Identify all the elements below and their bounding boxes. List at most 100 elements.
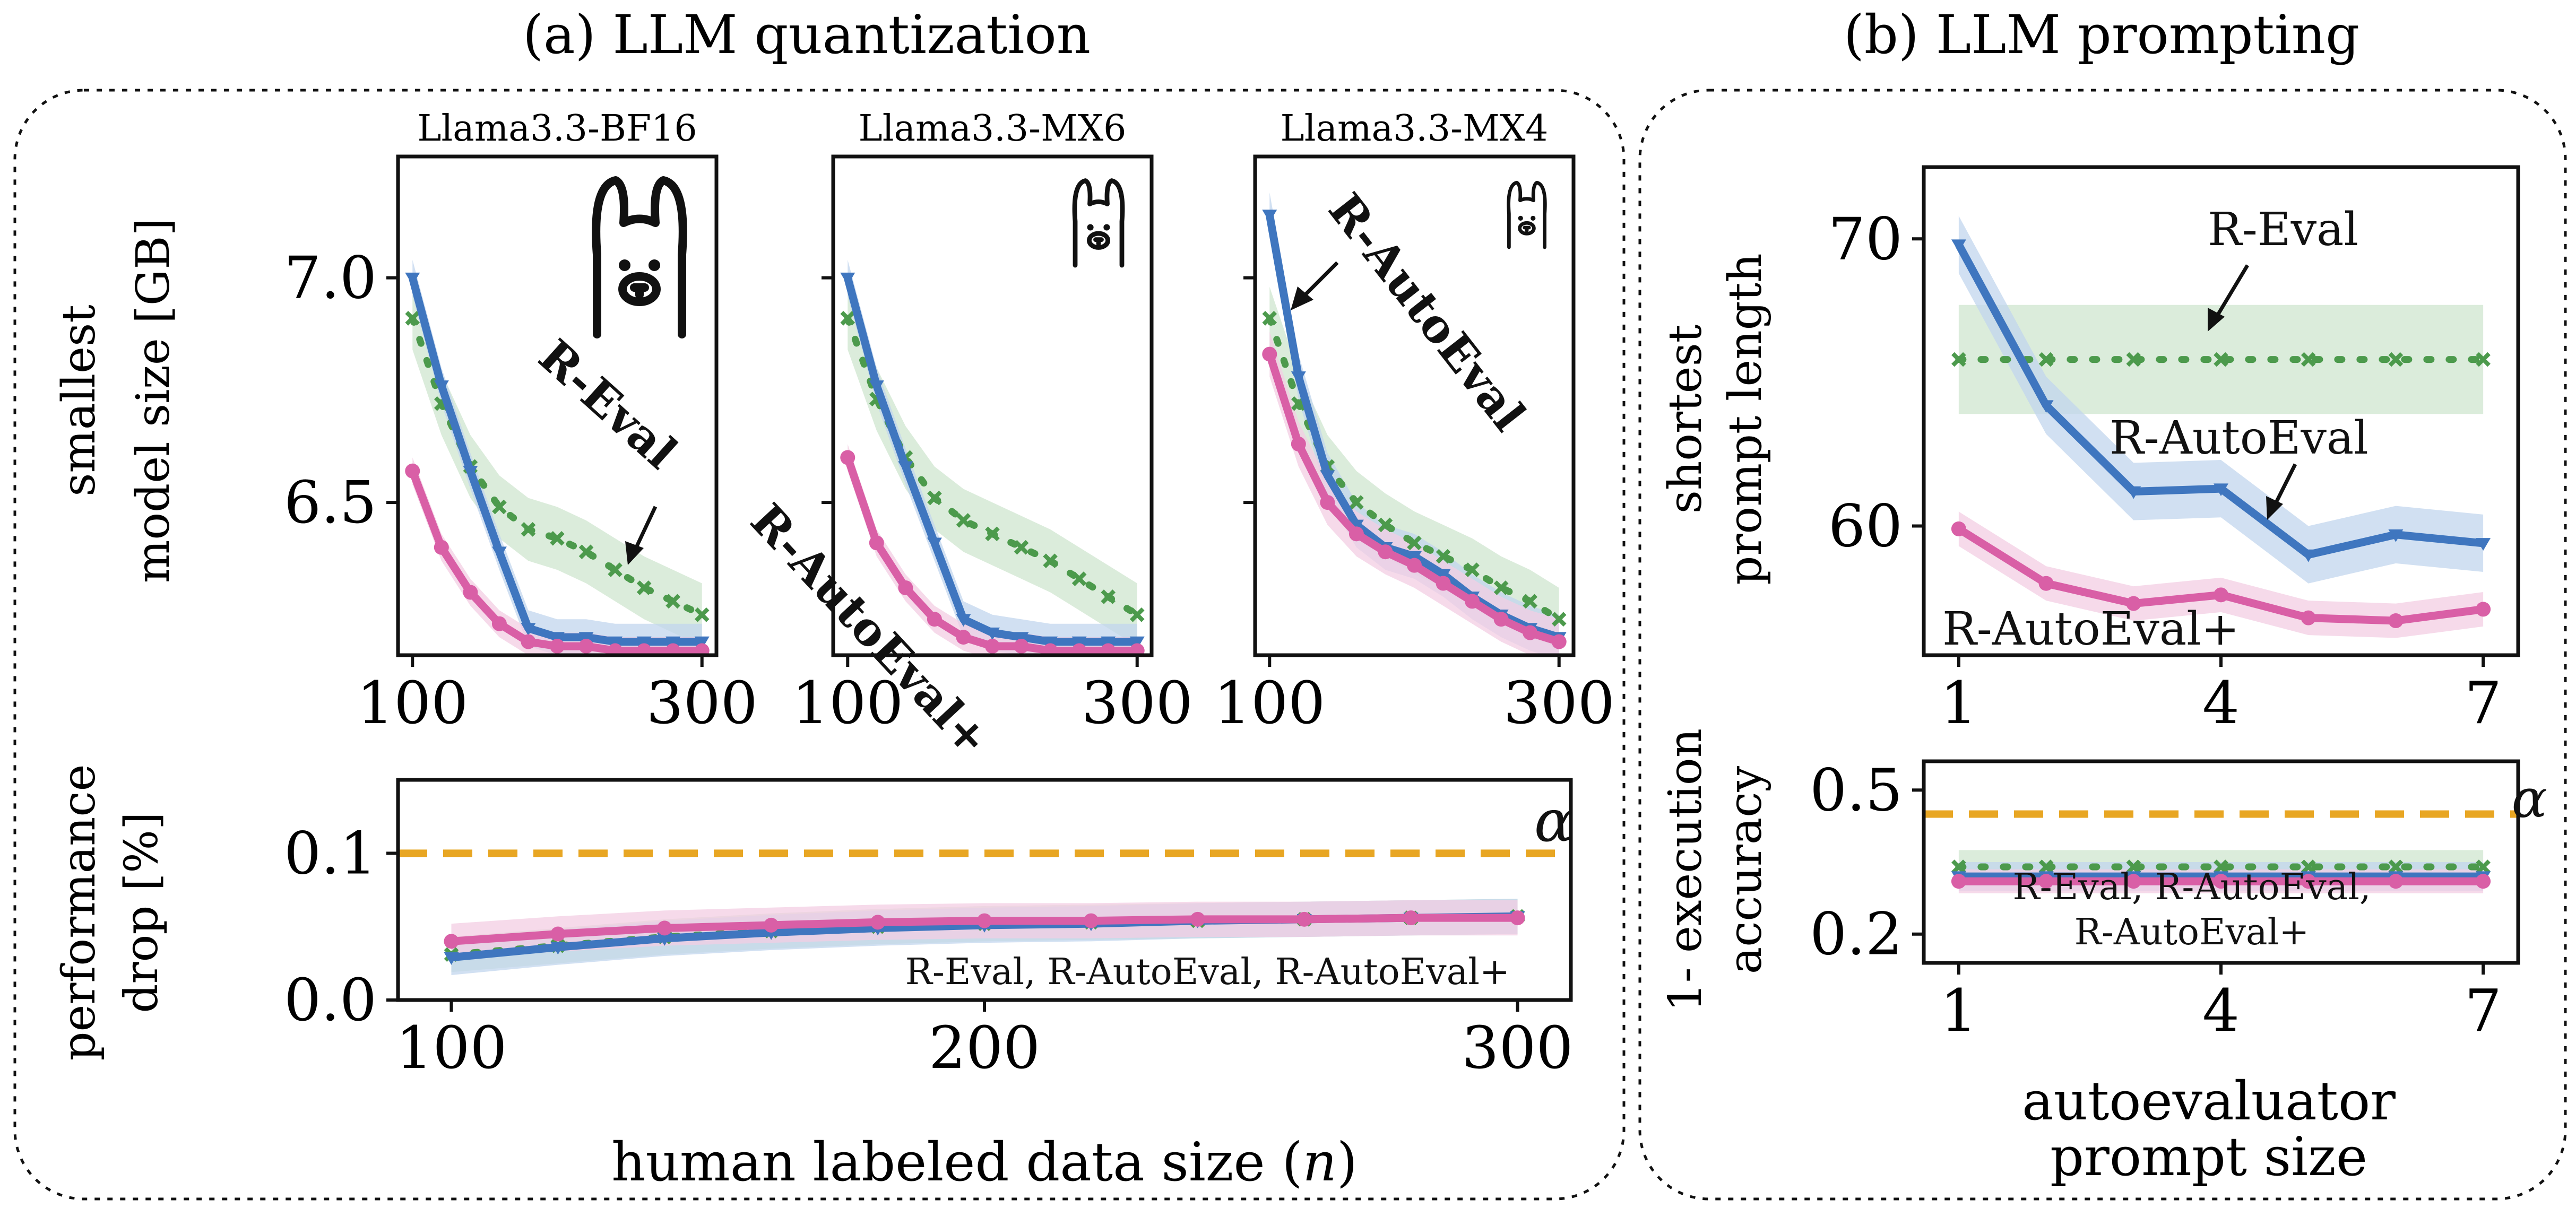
b-acc-point-r-autoevalplus-6 <box>2476 874 2491 889</box>
a-bf16-point-r-eval-9 <box>665 594 681 609</box>
a-bf16-point-r-autoevalplus-7 <box>608 643 623 655</box>
a-bottom-ylabel: performance drop [%] <box>53 764 168 1060</box>
a-mx6-point-r-autoeval-1 <box>869 380 884 393</box>
a-bf16-point-r-autoevalplus-8 <box>636 643 652 655</box>
a-bf16-point-r-autoevalplus-6 <box>578 639 594 654</box>
b-len-point-r-autoeval-5 <box>2388 529 2404 542</box>
a-bf16-point-r-autoeval-3 <box>491 546 507 560</box>
a-mx4-point-r-autoeval-3 <box>1348 519 1364 533</box>
a-mx6-point-r-autoevalplus-10 <box>1129 643 1145 655</box>
b-acc-point-r-autoevalplus-5 <box>2388 874 2404 889</box>
svg-text:prompt length: prompt length <box>1719 253 1772 585</box>
a-bf16-point-r-autoevalplus-2 <box>463 585 478 600</box>
b-acc-point-r-autoevalplus-2 <box>2126 874 2141 889</box>
a-mx4-point-r-autoevalplus-5 <box>1407 558 1422 573</box>
b-annotation-r-autoeval-arrow <box>2272 463 2297 508</box>
a-bf16-ytick-label-0: 6.5 <box>284 468 377 536</box>
b-xlabel: autoevaluator prompt size <box>2022 1070 2396 1188</box>
a-mx6-point-r-eval-5 <box>985 526 1000 542</box>
a-mx6-axes-frame <box>831 154 1154 657</box>
svg-text:shortest: shortest <box>1659 325 1712 514</box>
a-bf16-point-r-autoeval-5 <box>550 632 565 645</box>
a-bf16-band-r-autoeval <box>412 259 702 655</box>
svg-text:autoevaluator: autoevaluator <box>2022 1070 2396 1132</box>
a-bf16-axes-frame <box>396 154 719 657</box>
a-bf16-point-r-eval-3 <box>492 499 507 515</box>
b-annotation-r-autoeval: R-AutoEval <box>2110 412 2368 465</box>
a-mx4-point-r-eval-9 <box>1523 594 1538 609</box>
b-len-point-r-autoevalplus-5 <box>2388 613 2404 629</box>
b-top-ylabel: shortest prompt length <box>1659 253 1772 585</box>
b-bottom-ylabel: 1- execution accuracy <box>1659 728 1772 1012</box>
b-len-point-r-autoeval-4 <box>2301 549 2316 562</box>
a-mx6-point-r-autoeval-8 <box>1071 636 1087 649</box>
a-annotation-r-autoeval-arrowhead <box>1291 286 1313 310</box>
b-len-xtick-label-1: 4 <box>2202 669 2240 737</box>
a-mx4-point-r-autoevalplus-2 <box>1320 495 1335 510</box>
a-bf16-point-r-eval-10 <box>694 607 710 622</box>
a-annotation-r-eval-arrowhead <box>625 541 644 565</box>
a-bf16-point-r-eval-5 <box>550 531 565 546</box>
a-drop-xtick-label-0: 100 <box>395 1014 507 1082</box>
a-drop-point-r-autoeval-1 <box>550 942 566 955</box>
a-bf16-point-r-autoeval-7 <box>608 636 623 649</box>
b-len-point-r-autoeval-2 <box>2126 486 2141 499</box>
a-drop-point-r-autoevalplus-8 <box>1296 911 1312 927</box>
b-acc-point-r-eval-4 <box>2301 859 2316 874</box>
b-acc-point-r-autoevalplus-3 <box>2214 874 2228 889</box>
a-mx4-point-r-eval-0 <box>1262 311 1277 326</box>
a-mx4-point-r-eval-10 <box>1551 612 1567 627</box>
a-mx4-point-r-autoevalplus-9 <box>1523 625 1538 640</box>
b-len-point-r-autoevalplus-0 <box>1951 521 1966 536</box>
a-drop-point-r-autoevalplus-2 <box>657 920 672 936</box>
a-mx4-point-r-eval-8 <box>1493 580 1509 595</box>
a-bf16-point-r-autoevalplus-10 <box>694 643 710 655</box>
b-acc-point-r-eval-0 <box>1951 859 1966 874</box>
a-drop-point-r-autoevalplus-4 <box>870 915 886 930</box>
svg-text:model size [GB]: model size [GB] <box>127 218 180 583</box>
a-bf16-point-r-autoevalplus-9 <box>665 643 681 655</box>
a-annotation-r-eval-arrow <box>632 506 658 553</box>
a-mx4-point-r-autoevalplus-6 <box>1436 576 1451 591</box>
a-bf16-point-r-autoevalplus-3 <box>491 616 507 631</box>
a-mx6-point-r-autoevalplus-7 <box>1043 643 1058 655</box>
a-mx6-point-r-autoeval-6 <box>1014 632 1029 645</box>
a-drop-point-r-autoevalplus-3 <box>764 917 779 933</box>
b-len-plot-area <box>1951 216 2491 638</box>
b-len-point-r-autoeval-6 <box>2476 538 2491 551</box>
a-drop-point-r-autoevalplus-0 <box>444 934 459 949</box>
a-bf16-point-r-eval-0 <box>405 311 420 326</box>
a-mx4-point-r-autoeval-1 <box>1291 371 1306 384</box>
b-annotation-r-eval-arrow <box>2214 264 2250 319</box>
b-acc-ytick-label-1: 0.5 <box>1810 756 1903 824</box>
a-mx6-point-r-eval-9 <box>1101 589 1116 604</box>
a-mx6-point-r-autoeval-10 <box>1129 636 1145 649</box>
a-drop-point-r-autoevalplus-5 <box>977 913 992 928</box>
b-acc-ytick-label-0: 0.2 <box>1810 900 1903 968</box>
a-mx6-point-r-eval-7 <box>1043 553 1058 568</box>
a-drop-point-r-autoevalplus-9 <box>1403 910 1419 926</box>
a-mx6-xtick-label-0: 100 <box>792 669 903 737</box>
b-len-point-r-autoevalplus-6 <box>2476 602 2491 617</box>
a-drop-ytick-label-0: 0.0 <box>284 966 377 1034</box>
b-acc-point-r-autoevalplus-0 <box>1951 874 1966 889</box>
a-mx4-point-r-autoeval-0 <box>1262 210 1277 223</box>
chart-a-mx6: 100 300 Llama3.3-MX6 <box>792 108 1192 737</box>
a-mx6-title: Llama3.3-MX6 <box>859 108 1127 150</box>
b-annotation-r-autoevalplus: R-AutoEval+ <box>1942 603 2240 656</box>
b-len-point-r-autoevalplus-1 <box>2038 576 2054 591</box>
a-mx6-band-r-eval <box>848 286 1137 647</box>
a-mx6-point-r-autoeval-0 <box>840 272 855 285</box>
a-mx4-point-r-autoeval-5 <box>1407 551 1422 564</box>
b-len-ytick-label-0: 60 <box>1828 492 1903 560</box>
a-mx4-point-r-eval-4 <box>1378 517 1393 533</box>
llama-small-icon <box>1507 180 1547 249</box>
b-annotation-bottom-methods: R-Eval, R-AutoEval, R-AutoEval+ <box>2012 866 2371 953</box>
a-mx6-point-r-autoevalplus-4 <box>956 630 971 645</box>
a-alpha-label: α <box>1534 787 1574 855</box>
b-len-point-r-eval-0 <box>1951 352 1966 367</box>
a-bf16-point-r-eval-7 <box>608 562 623 577</box>
a-mx4-plot-area <box>1262 192 1567 655</box>
b-acc-point-r-autoevalplus-1 <box>2038 874 2054 889</box>
a-mx6-point-r-eval-4 <box>956 513 971 528</box>
